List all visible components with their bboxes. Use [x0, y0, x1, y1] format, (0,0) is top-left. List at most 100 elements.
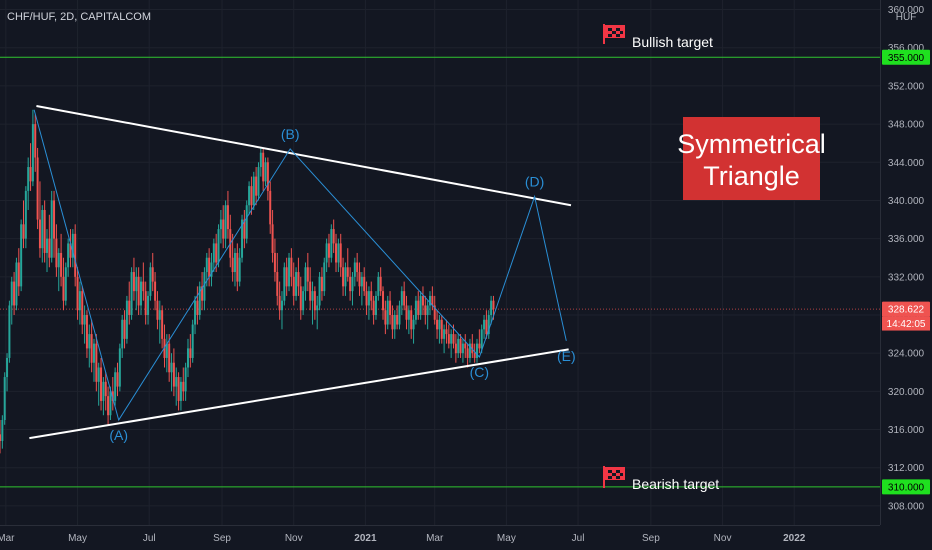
title-line-2: Triangle [703, 161, 800, 191]
candle-body [139, 281, 142, 306]
candle-body [483, 319, 486, 330]
candle-body [76, 276, 79, 311]
triangle-title-box: Symmetrical Triangle [677, 117, 826, 200]
wave-label-d: (D) [525, 174, 544, 190]
candle-body [342, 267, 345, 287]
candle-body [128, 300, 131, 315]
bearish-price-tag-background [882, 479, 930, 495]
candle-body [431, 295, 434, 306]
candle-body [283, 267, 286, 301]
candle-body [104, 381, 107, 397]
time-tick-label: May [497, 533, 516, 544]
symbol-title: CHF/HUF, 2D, CAPITALCOM [7, 11, 151, 23]
last-price-tag-background [882, 301, 930, 317]
price-axis[interactable]: 360.000 356.000 352.000 348.000 344.000 340.0… [880, 0, 932, 525]
candle-body [137, 276, 140, 306]
candle-body [386, 300, 389, 325]
candle-body [320, 276, 323, 292]
candle-body [311, 291, 314, 301]
price-tick-label: 320.000 [888, 387, 925, 398]
candle-body [114, 372, 117, 401]
candle-body [259, 152, 262, 168]
candle-body [8, 305, 11, 358]
candle-body [405, 305, 408, 320]
candle-body [217, 229, 220, 263]
candle-body [231, 257, 234, 273]
candle-body [64, 267, 67, 301]
candle-body [208, 257, 211, 277]
candle-body [379, 276, 382, 292]
candle-body [55, 238, 58, 268]
candle-body [252, 176, 255, 206]
candle-body [478, 343, 481, 349]
candle-body [74, 233, 77, 277]
time-tick-label: Nov [714, 533, 732, 544]
elliott-wave-line [33, 109, 567, 422]
candle-body [191, 324, 194, 358]
candle-body [438, 319, 441, 330]
candle-body [278, 295, 281, 311]
candle-body [71, 233, 74, 258]
title-box-background [683, 117, 820, 200]
candle-body [168, 343, 171, 373]
candle-body [349, 276, 352, 292]
candle-body [339, 243, 342, 268]
candle-body [121, 319, 124, 349]
candle-body [403, 291, 406, 306]
wave-label-b: (B) [281, 126, 300, 142]
candle-body [325, 243, 328, 263]
candle-body [201, 286, 204, 301]
candle-body [212, 243, 215, 263]
candle-body [57, 252, 60, 268]
time-axis[interactable]: Mar May Jul Sep Nov 2021 Mar May Jul Sep Nov 2022 [0, 525, 880, 550]
currency-label: HUF [896, 12, 917, 23]
candle-body [295, 272, 298, 296]
candle-body [248, 186, 251, 206]
target-lines [0, 56, 880, 488]
candle-body [161, 310, 164, 339]
candle-body [398, 305, 401, 325]
candle-body [241, 219, 244, 258]
candle-body [271, 224, 274, 253]
candle-body [182, 381, 185, 392]
candle-body [81, 291, 84, 325]
candle-body [147, 295, 150, 315]
candle-body [156, 300, 159, 320]
candle-body [297, 272, 300, 287]
candle-body [50, 200, 53, 258]
candle-body [210, 262, 213, 277]
price-tick-label: 344.000 [888, 158, 925, 169]
candle-body [389, 300, 392, 315]
price-tick-label: 308.000 [888, 501, 925, 512]
candle-body [111, 391, 114, 401]
candle-body [429, 295, 432, 306]
candle-body [170, 362, 173, 373]
candle-body [0, 434, 1, 441]
candle-body [27, 167, 30, 191]
candle-body [266, 162, 269, 191]
candle-body [186, 348, 189, 368]
candle-body [100, 367, 103, 401]
candle-body [184, 367, 187, 392]
candle-body [459, 338, 462, 354]
candle-body [60, 252, 63, 277]
candle-body [38, 219, 41, 249]
time-tick-label: Mar [426, 533, 444, 544]
candle-body [92, 343, 95, 363]
candle-body [6, 357, 9, 378]
candle-body [391, 315, 394, 330]
candle-body [309, 281, 312, 301]
price-tags: 355.000 310.000 328.622 14:42:05 [882, 49, 930, 495]
price-tick-label: 324.000 [888, 349, 925, 360]
candle-body [280, 300, 283, 311]
candle-body [304, 267, 307, 292]
candle-body [10, 281, 13, 306]
candle-body [471, 343, 474, 354]
candle-body [400, 291, 403, 306]
candle-body [412, 319, 415, 330]
time-tick-label: Jul [572, 533, 585, 544]
candle-body [123, 319, 126, 339]
candle-body [372, 300, 375, 315]
candle-body [15, 262, 18, 306]
price-axis-background [880, 0, 932, 525]
